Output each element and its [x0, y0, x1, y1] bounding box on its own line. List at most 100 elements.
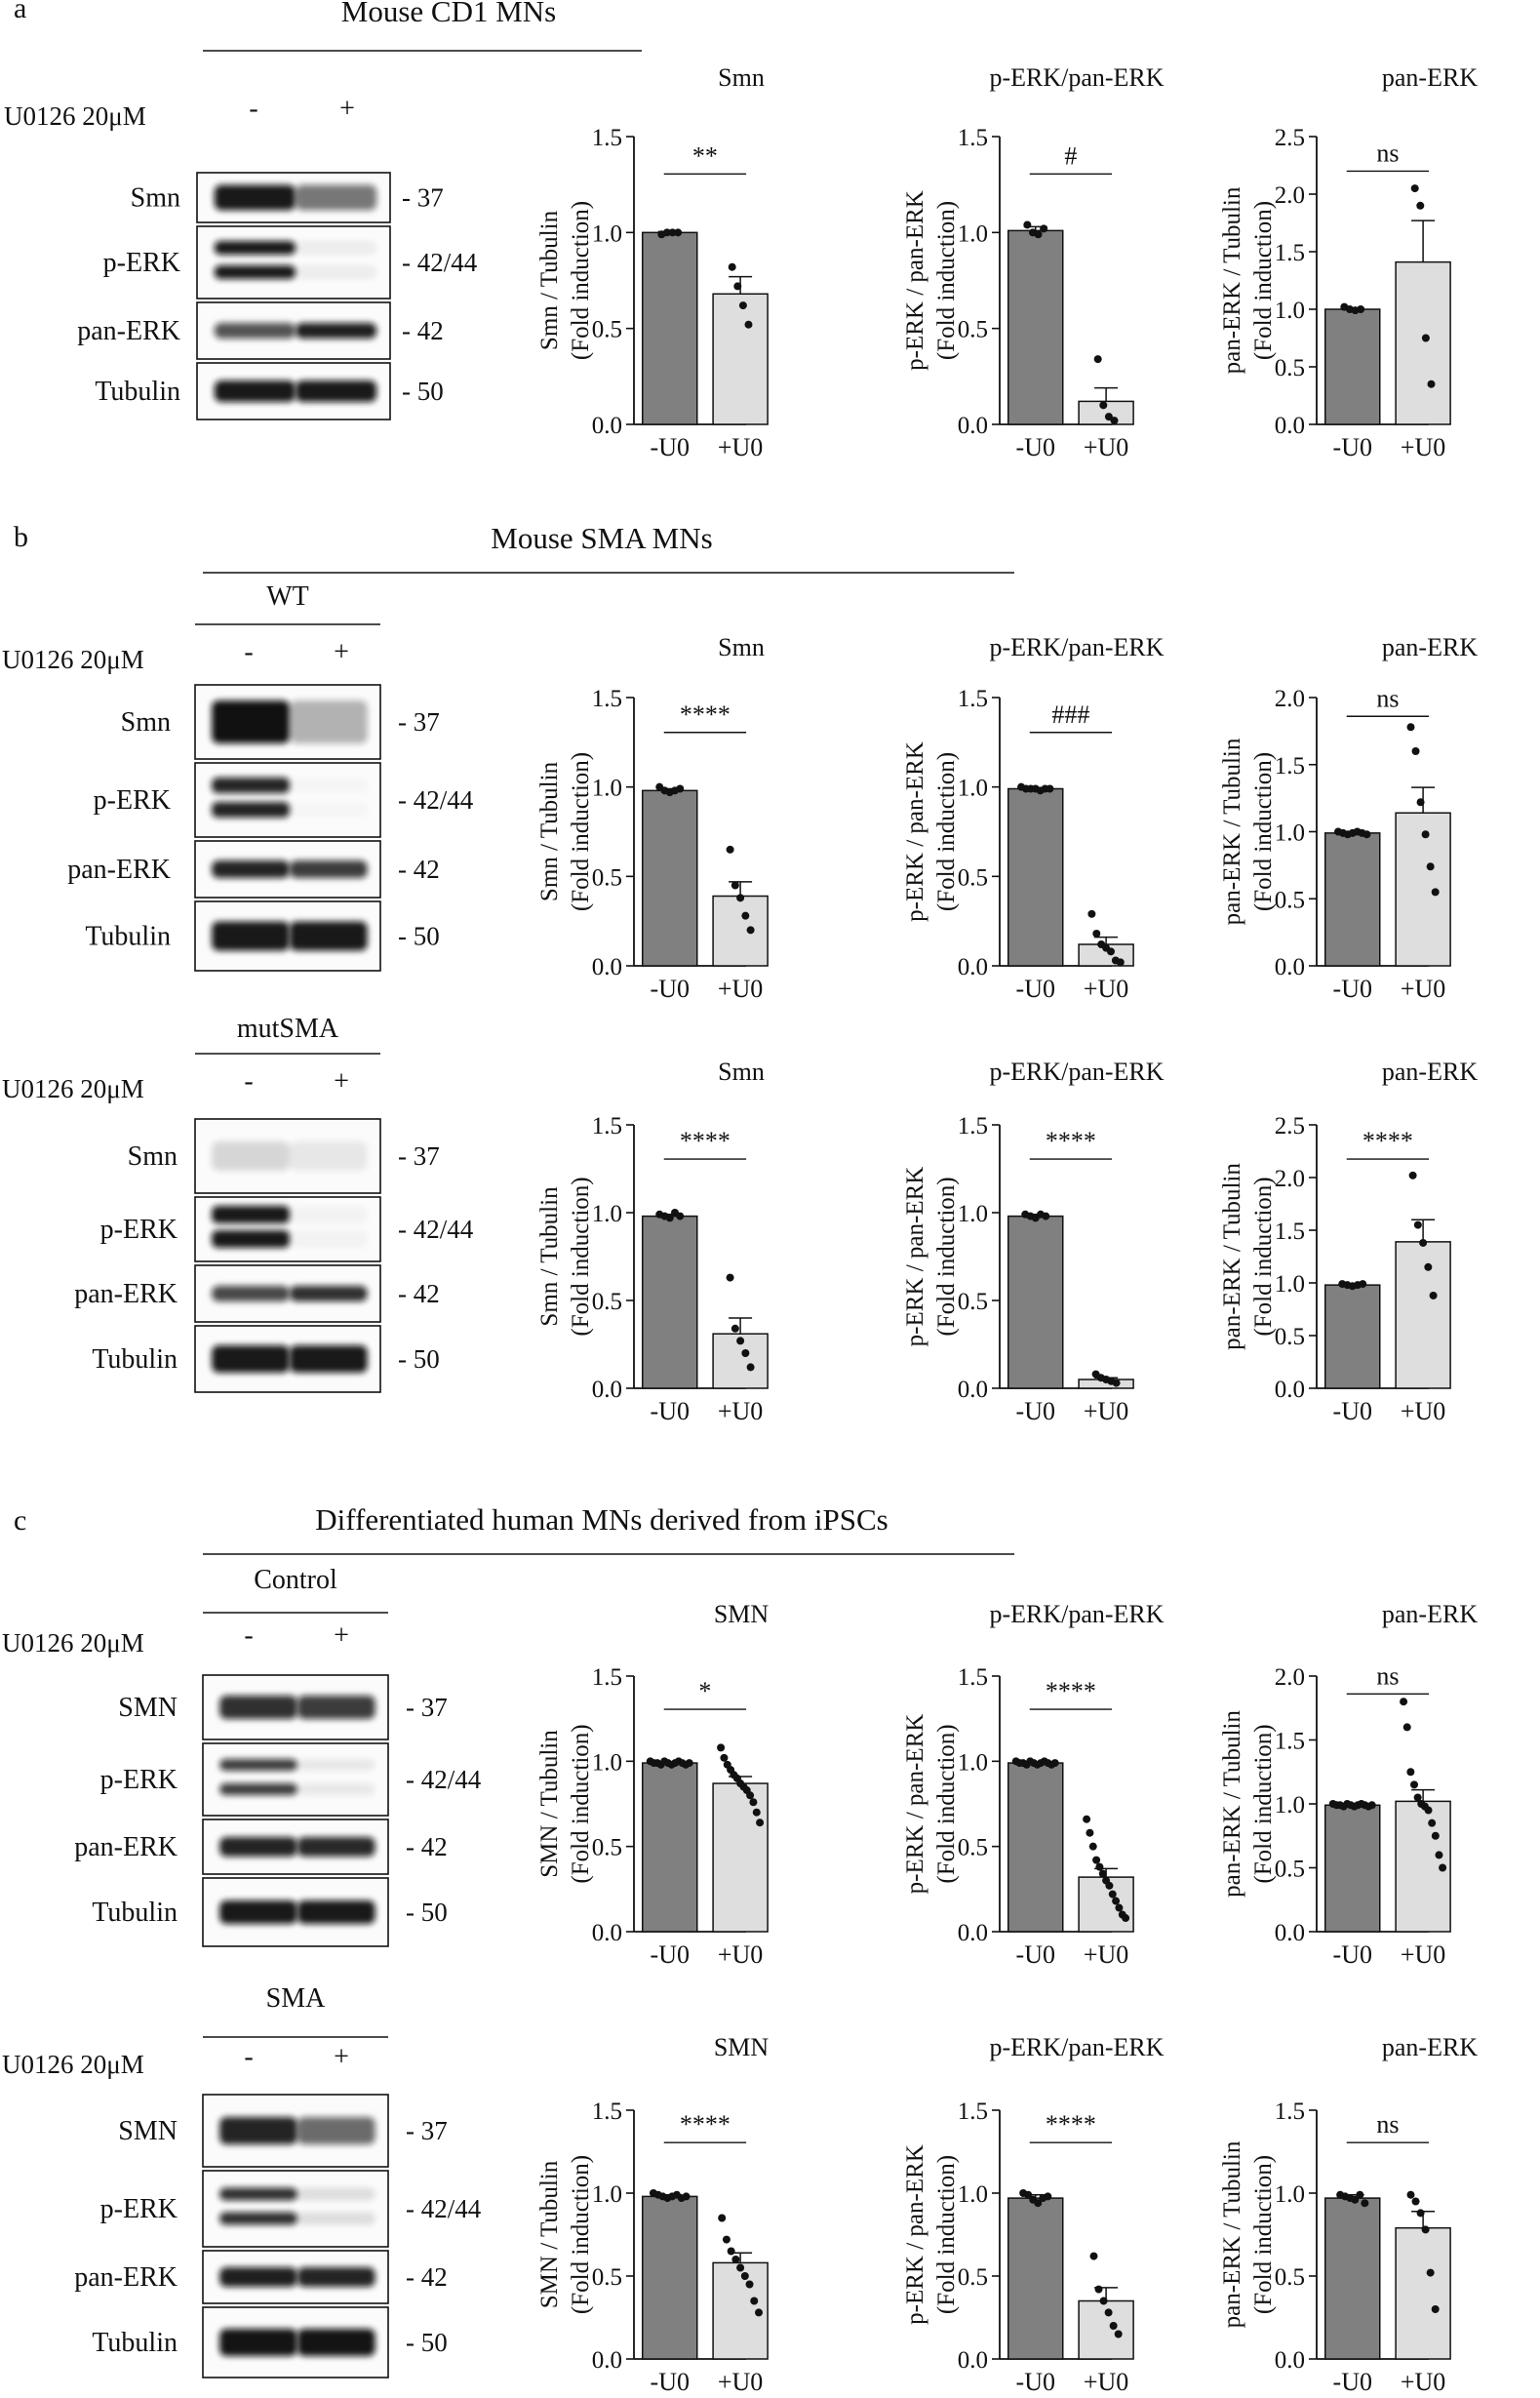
- data-point: [1104, 413, 1113, 421]
- blot-row: pan-ERK - 42: [74, 1264, 440, 1323]
- bar-chart: pan-ERK 0.0 0.5 1.0 1.5 2.0 2.5 pan-ERK / Tubul…: [1219, 1058, 1478, 1425]
- data-point: [1357, 305, 1365, 313]
- data-point: [746, 1791, 755, 1800]
- x-tick-label: -U0: [651, 975, 690, 1003]
- band: [219, 1759, 297, 1771]
- y-tick-label: 1.5: [592, 125, 622, 151]
- y-tick-label: 0.5: [592, 1835, 622, 1861]
- lane-sign: +: [334, 637, 349, 667]
- x-tick-label: -U0: [651, 1940, 690, 1969]
- bar: [1395, 2226, 1451, 2360]
- x-tick-label: -U0: [1016, 2368, 1055, 2396]
- bar: [712, 895, 769, 967]
- band: [219, 2329, 297, 2356]
- band: [296, 2329, 375, 2356]
- x-tick-label: -U0: [651, 433, 690, 461]
- band: [219, 2267, 297, 2287]
- y-axis-label-line: pan-ERK / Tubulin: [1219, 186, 1245, 374]
- bar: [1324, 832, 1381, 967]
- significance-label: ****: [1046, 2110, 1096, 2138]
- chart-title: p-ERK/pan-ERK: [989, 63, 1164, 92]
- band: [214, 265, 296, 279]
- data-point: [1034, 230, 1043, 239]
- x-tick-label: +U0: [1401, 1397, 1445, 1425]
- y-tick-label: 2.5: [1275, 125, 1305, 151]
- data-point: [752, 1808, 761, 1817]
- blot-row: p-ERK - 42/44: [100, 2170, 482, 2248]
- data-point: [720, 1753, 729, 1762]
- band: [290, 802, 368, 818]
- band: [212, 778, 290, 793]
- protein-label: Tubulin: [85, 922, 171, 952]
- data-point: [738, 301, 747, 310]
- blot-membrane: [194, 762, 381, 838]
- lane-sign: -: [244, 1066, 253, 1097]
- y-tick-label: 0.0: [1275, 413, 1305, 439]
- significance-label: ns: [1376, 139, 1399, 167]
- panel-header: Mouse CD1 MNs: [341, 0, 556, 28]
- y-tick-label: 0.5: [592, 2264, 622, 2291]
- molecular-weight-label: - 37: [398, 707, 440, 737]
- data-point: [1112, 1379, 1121, 1387]
- data-point: [1023, 220, 1032, 229]
- data-point: [722, 2235, 731, 2244]
- data-point: [1419, 1238, 1428, 1247]
- y-axis-label-line: SMN / Tubulin: [536, 2160, 563, 2308]
- chart-title: pan-ERK: [1382, 633, 1478, 661]
- molecular-weight-label: - 50: [402, 377, 444, 406]
- significance-label: ns: [1376, 1661, 1399, 1690]
- y-tick-label: 0.0: [1275, 1377, 1305, 1403]
- y-tick-label: 1.5: [592, 1113, 622, 1139]
- y-axis-label-line: (Fold induction): [568, 2155, 594, 2314]
- treatment-label: U0126 20μM: [2, 1628, 144, 1658]
- band: [219, 2187, 297, 2201]
- y-tick-label: 0.0: [592, 1920, 622, 1946]
- chart-title: Smn: [718, 633, 765, 661]
- y-tick-label: 1.5: [958, 125, 988, 151]
- y-tick-label: 1.0: [958, 1749, 988, 1776]
- y-axis-label-line: Smn / Tubulin: [536, 761, 563, 901]
- bar: [1324, 308, 1381, 425]
- y-tick-label: 2.5: [1275, 1113, 1305, 1139]
- y-tick-label: 0.0: [958, 413, 988, 439]
- data-point: [1411, 2197, 1420, 2206]
- y-tick-label: 0.0: [958, 1920, 988, 1946]
- y-tick-label: 1.0: [1275, 820, 1305, 847]
- data-point: [662, 228, 671, 237]
- lane-sign: +: [334, 1620, 349, 1651]
- data-point: [1359, 1280, 1367, 1289]
- molecular-weight-label: - 42: [398, 855, 440, 884]
- x-tick-label: +U0: [1084, 1397, 1128, 1425]
- data-point: [1367, 1801, 1376, 1810]
- molecular-weight-label: - 37: [398, 1141, 440, 1171]
- y-axis-label-line: (Fold induction): [933, 1177, 960, 1336]
- y-tick-label: 0.5: [592, 1289, 622, 1315]
- y-tick-label: 2.0: [1275, 686, 1305, 712]
- blot-row: Tubulin - 50: [92, 2306, 448, 2378]
- blot-row: pan-ERK - 42: [74, 1818, 448, 1875]
- data-point: [746, 926, 755, 935]
- western-blot: SMA U0126 20μM - + SMN - 37 p-ERK - 42/44 pan-ER…: [2, 1983, 482, 2378]
- significance-label: ###: [1051, 700, 1089, 729]
- protein-label: Tubulin: [92, 1344, 178, 1375]
- bar: [642, 1215, 698, 1389]
- y-tick-label: 0.5: [958, 2264, 988, 2291]
- bar-chart: pan-ERK 0.0 0.5 1.0 1.5 pan-ERK / Tubulin (Fol…: [1219, 2033, 1478, 2396]
- y-tick-label: 0.5: [958, 317, 988, 343]
- data-point: [1362, 830, 1371, 839]
- band: [289, 1345, 368, 1373]
- data-point: [718, 2214, 727, 2222]
- data-point: [1110, 417, 1119, 425]
- y-tick-label: 1.5: [1275, 2098, 1305, 2125]
- data-point: [1351, 2195, 1360, 2204]
- data-point: [1410, 1780, 1419, 1789]
- y-axis-label: p-ERK / pan-ERK (Fold induction): [902, 2144, 960, 2325]
- blot-row: p-ERK - 42/44: [94, 762, 474, 838]
- band: [289, 1286, 368, 1301]
- y-tick-label: 0.0: [592, 954, 622, 980]
- data-point: [1421, 2225, 1430, 2234]
- bar: [712, 1782, 769, 1933]
- data-point: [1361, 2199, 1369, 2208]
- protein-label: pan-ERK: [67, 855, 171, 885]
- x-tick-label: -U0: [651, 2368, 690, 2396]
